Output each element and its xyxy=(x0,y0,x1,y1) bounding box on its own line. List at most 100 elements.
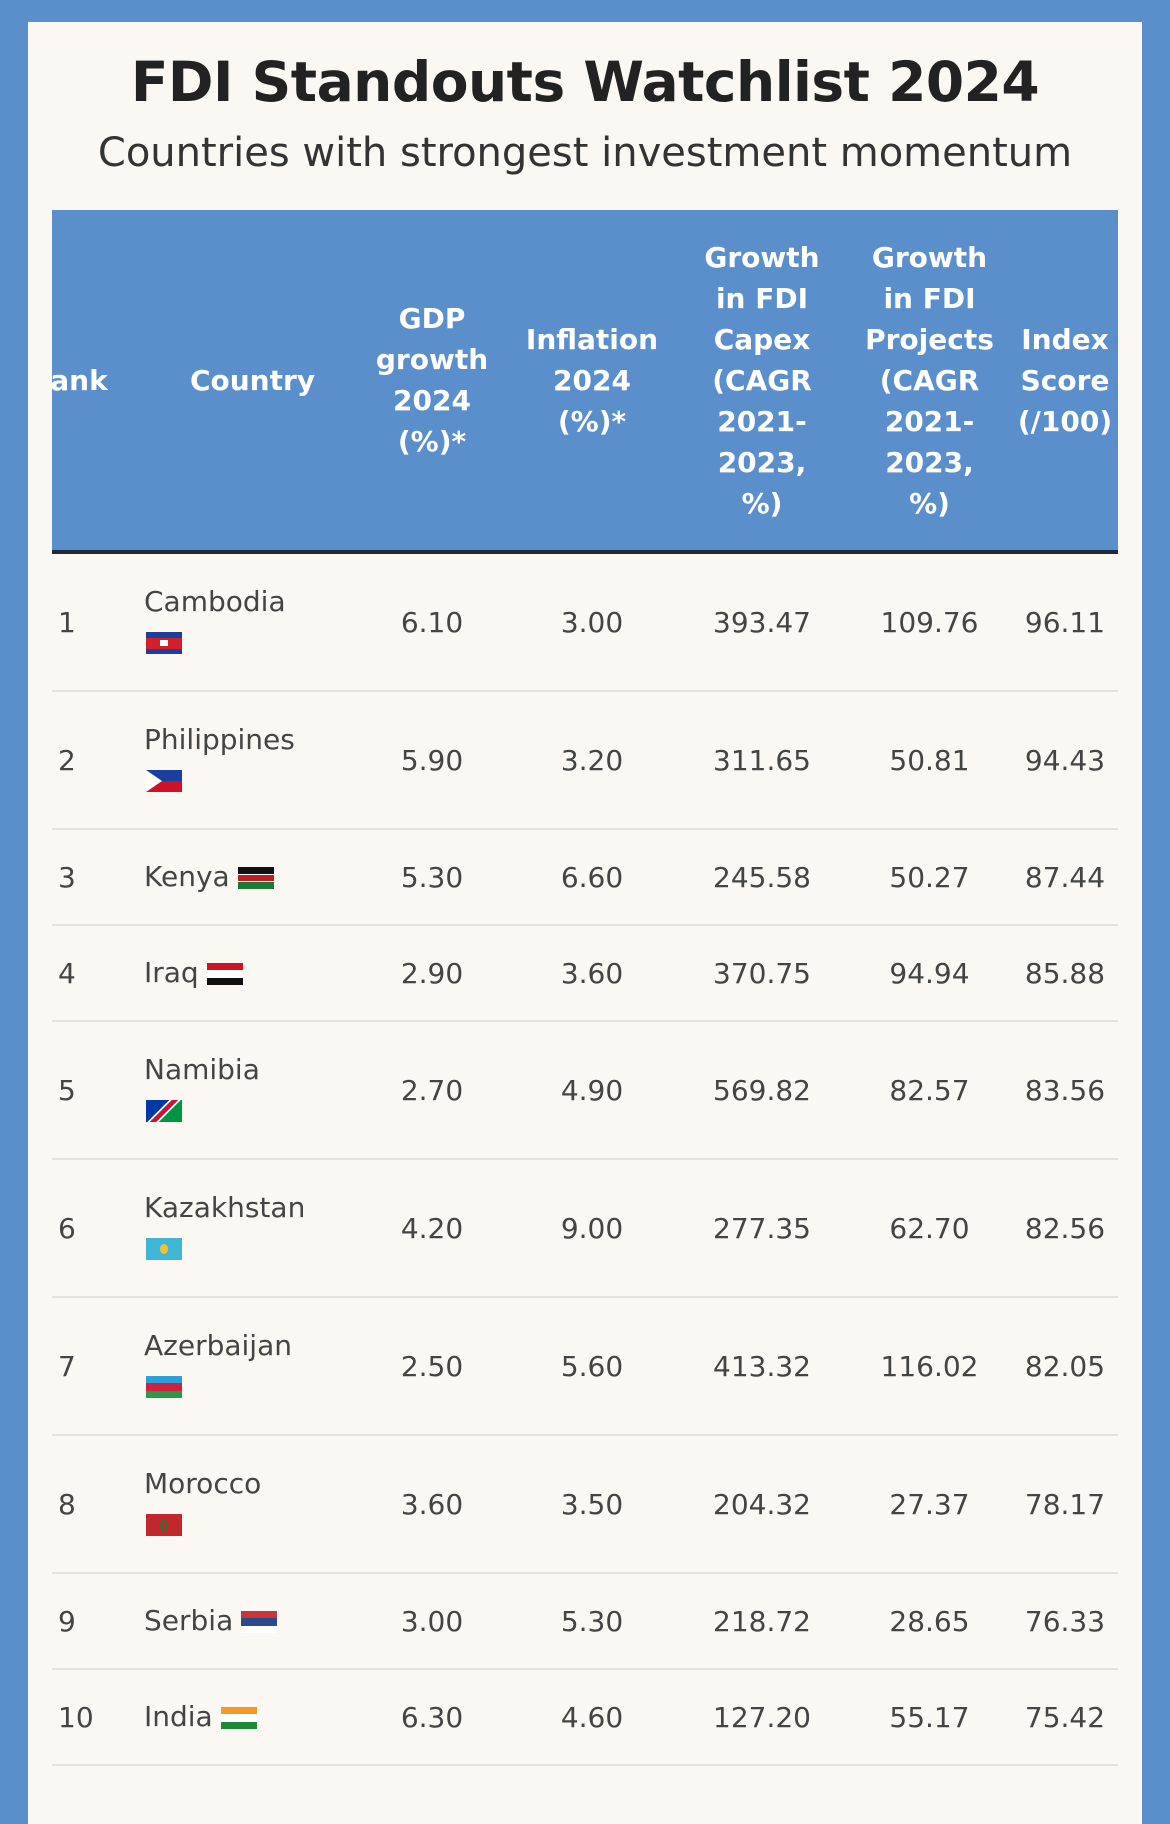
rank-cell: 4 xyxy=(58,956,76,990)
country-name: India xyxy=(144,1700,213,1733)
country-cell: Kenya xyxy=(144,830,364,924)
table-row: 8 3.60 3.50 204.32 27.37 78.17 Morocco xyxy=(52,1436,1118,1574)
capex-cell: 245.58 xyxy=(713,860,811,894)
header-country-line: Country xyxy=(189,363,316,397)
kazakhstan-flag-icon xyxy=(146,1238,182,1260)
fdi-table: ank Country GDP growth 2024 (%)* Inflation 2024… xyxy=(50,210,1118,1766)
rank-cell: 6 xyxy=(58,1211,76,1245)
header-rank: ank xyxy=(44,210,114,550)
index-cell: 75.42 xyxy=(1024,1700,1106,1734)
header-capex: Growth in FDI Capex (CAGR 2021- 2023,%) xyxy=(682,210,842,550)
header-capex-line: in FDI xyxy=(715,281,809,315)
country-cell: Serbia xyxy=(144,1574,364,1668)
inflation-cell: 4.90 xyxy=(560,1073,624,1107)
namibia-flag-icon xyxy=(146,1100,182,1122)
projects-cell: 109.76 xyxy=(880,605,979,639)
rank-cell: 9 xyxy=(58,1604,76,1638)
header-projects-line: Projects xyxy=(865,322,994,356)
azerbaijan-flag-icon xyxy=(146,1376,182,1398)
index-cell: 82.56 xyxy=(1024,1211,1106,1245)
table-row: 9 3.00 5.30 218.72 28.65 76.33 Serbia xyxy=(52,1574,1118,1670)
projects-cell: 50.81 xyxy=(889,743,970,777)
page-subtitle: Countries with strongest investment mome… xyxy=(97,130,1073,176)
projects-cell: 50.27 xyxy=(889,860,970,894)
inflation-cell: 3.60 xyxy=(560,956,624,990)
header-gdp-line: growth xyxy=(375,343,489,376)
capex-cell: 393.47 xyxy=(713,605,811,639)
capex-cell: 370.75 xyxy=(713,956,811,990)
country-name: Philippines xyxy=(144,723,295,756)
rank-cell: 8 xyxy=(58,1487,76,1521)
table-row: 10 6.30 4.60 127.20 55.17 75.42 India xyxy=(52,1670,1118,1766)
gdp-cell: 6.30 xyxy=(400,1700,464,1734)
projects-cell: 94.94 xyxy=(889,956,970,990)
index-cell: 83.56 xyxy=(1024,1073,1106,1107)
header-index-line: (/100) xyxy=(1017,404,1113,438)
country-name: Azerbaijan xyxy=(144,1329,292,1362)
index-cell: 82.05 xyxy=(1024,1349,1106,1383)
country-name: Kazakhstan xyxy=(144,1191,306,1224)
country-cell: Kazakhstan xyxy=(144,1160,364,1296)
header-inflation-line: (%)* xyxy=(557,404,627,438)
iraq-flag-icon xyxy=(206,963,243,985)
projects-cell: 27.37 xyxy=(889,1487,970,1521)
header-projects: Growth in FDI Projects (CAGR 2021- 2023,%) xyxy=(847,210,1012,550)
capex-cell: 218.72 xyxy=(713,1604,811,1638)
country-cell: India xyxy=(144,1670,364,1764)
inflation-cell: 5.30 xyxy=(560,1604,624,1638)
capex-cell: 127.20 xyxy=(713,1700,811,1734)
header-country: Country xyxy=(140,210,365,550)
country-name: Cambodia xyxy=(144,585,286,618)
rank-cell: 7 xyxy=(58,1349,76,1383)
rank-cell: 10 xyxy=(58,1700,94,1734)
projects-cell: 82.57 xyxy=(889,1073,970,1107)
capex-cell: 311.65 xyxy=(713,743,811,777)
header-capex-line: Growth xyxy=(704,240,820,274)
morocco-flag-icon xyxy=(146,1514,182,1536)
gdp-cell: 3.00 xyxy=(400,1604,464,1638)
projects-cell: 116.02 xyxy=(880,1349,979,1383)
rank-cell: 2 xyxy=(58,743,76,777)
header-index-line: Index xyxy=(1021,322,1109,356)
gdp-cell: 3.60 xyxy=(400,1487,464,1521)
page-title: FDI Standouts Watchlist 2024 xyxy=(130,50,1040,114)
header-capex-line: 2021- xyxy=(717,404,807,438)
header-projects-line: 2023, xyxy=(885,445,974,479)
capex-cell: 277.35 xyxy=(713,1211,811,1245)
header-gdp-line: GDP xyxy=(398,302,466,335)
index-cell: 78.17 xyxy=(1024,1487,1106,1521)
index-cell: 94.43 xyxy=(1024,743,1106,777)
inflation-cell: 9.00 xyxy=(560,1211,624,1245)
index-cell: 85.88 xyxy=(1024,956,1106,990)
header-projects-line: 2021- xyxy=(884,404,975,438)
rank-cell: 3 xyxy=(58,860,76,894)
gdp-cell: 2.50 xyxy=(400,1349,464,1383)
table-row: 5 2.70 4.90 569.82 82.57 83.56 Namibia xyxy=(52,1022,1118,1160)
index-cell: 96.11 xyxy=(1024,605,1106,639)
capex-cell: 413.32 xyxy=(713,1349,811,1383)
capex-cell: 569.82 xyxy=(713,1073,811,1107)
country-name: Morocco xyxy=(144,1467,262,1500)
header-capex-line: %) xyxy=(741,486,783,520)
table-row: 6 4.20 9.00 277.35 62.70 82.56 Kazakhstan xyxy=(52,1160,1118,1298)
header-inflation-line: Inflation xyxy=(525,322,659,356)
inflation-cell: 6.60 xyxy=(560,860,624,894)
header-projects-line: (CAGR xyxy=(879,363,980,397)
index-cell: 76.33 xyxy=(1024,1604,1106,1638)
header-inflation: Inflation 2024 (%)* xyxy=(507,210,677,550)
country-cell: Azerbaijan xyxy=(144,1298,364,1434)
gdp-cell: 5.90 xyxy=(400,743,464,777)
inflation-cell: 4.60 xyxy=(560,1700,624,1734)
india-flag-icon xyxy=(220,1707,257,1729)
country-name: Namibia xyxy=(144,1053,260,1086)
serbia-flag-icon xyxy=(241,1611,278,1633)
projects-cell: 28.65 xyxy=(889,1604,970,1638)
header-rank-line: ank xyxy=(50,363,108,397)
country-cell: Morocco xyxy=(144,1436,364,1572)
inflation-cell: 3.00 xyxy=(560,605,624,639)
header-capex-line: 2023, xyxy=(717,445,807,479)
philippines-flag-icon xyxy=(146,770,182,792)
country-cell: Namibia xyxy=(144,1022,364,1158)
header-capex-line: Capex xyxy=(713,322,811,356)
projects-cell: 55.17 xyxy=(889,1700,970,1734)
